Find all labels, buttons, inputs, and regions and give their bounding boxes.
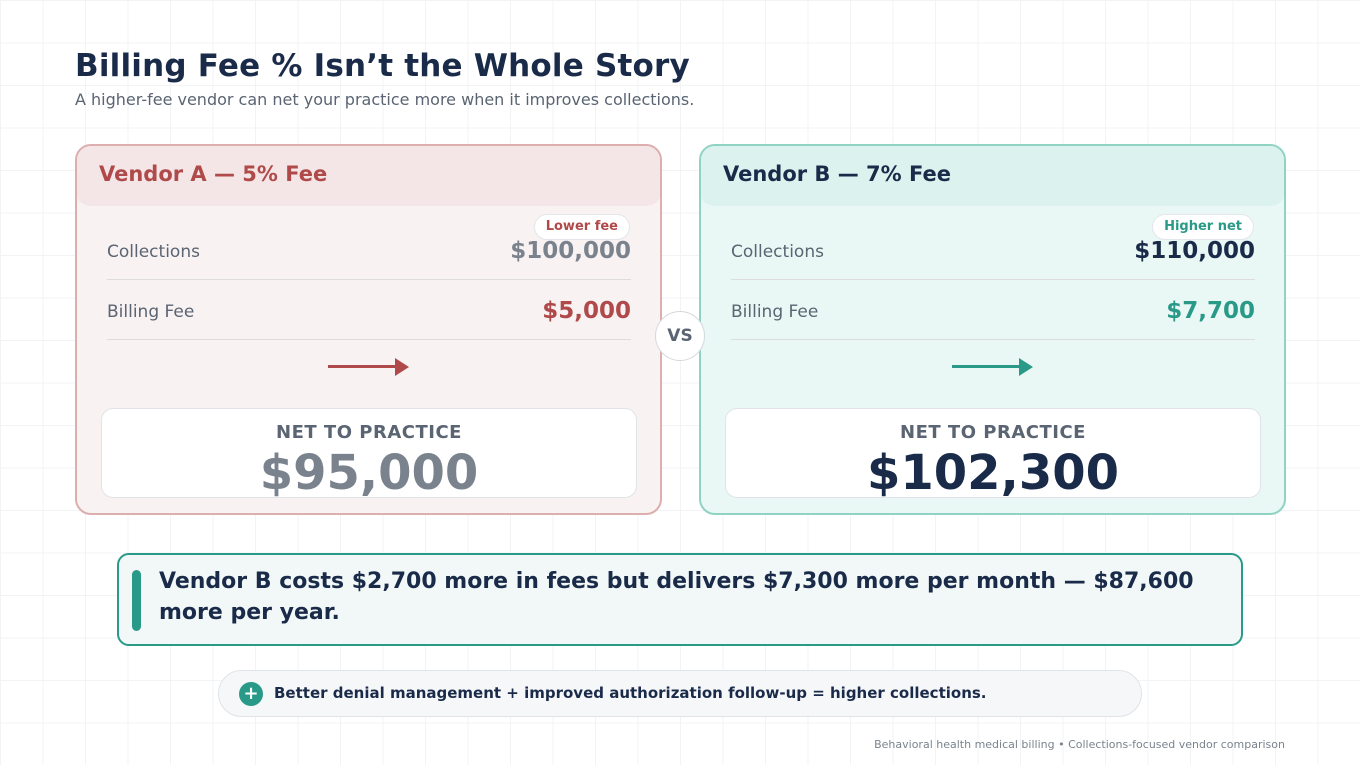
vs-badge: VS	[655, 311, 705, 361]
vendor-a-badge: Lower fee	[533, 214, 630, 240]
summary-callout: Vendor B costs $2,700 more in fees but d…	[117, 553, 1243, 646]
vendor-a-net-label: NET TO PRACTICE	[276, 422, 462, 443]
vendor-b-net-box: NET TO PRACTICE $102,300	[725, 408, 1261, 501]
tip-text: Better denial management + improved auth…	[274, 684, 987, 702]
vendor-a-collections-label: Collections	[107, 242, 200, 262]
vendor-b-title: Vendor B — 7% Fee	[723, 162, 951, 186]
page-title: Billing Fee % Isn’t the Whole Story	[75, 48, 690, 84]
arrow-right-icon	[328, 356, 410, 378]
vendor-a-title: Vendor A — 5% Fee	[99, 162, 328, 186]
vendor-a-collections-row: Collections $100,000	[107, 220, 631, 280]
vendor-b-collections-row: Collections $110,000	[731, 220, 1255, 280]
vendor-b-net-value: $102,300	[866, 445, 1120, 501]
page-subtitle: A higher-fee vendor can net your practic…	[75, 90, 695, 109]
vendor-a-header: Vendor A — 5% Fee	[77, 146, 660, 206]
vendor-b-header: Vendor B — 7% Fee	[701, 146, 1284, 206]
tip-pill: + Better denial management + improved au…	[218, 670, 1142, 717]
vendor-a-collections-value: $100,000	[510, 238, 631, 264]
vendor-b-fee-label: Billing Fee	[731, 302, 819, 322]
vendor-a-fee-label: Billing Fee	[107, 302, 195, 322]
footer-note: Behavioral health medical billing • Coll…	[874, 738, 1285, 751]
vendor-a-fee-value: $5,000	[542, 298, 631, 324]
vendor-a-card: Vendor A — 5% Fee Lower fee Collections …	[75, 144, 662, 515]
summary-accent-bar	[132, 570, 141, 631]
vendor-b-fee-value: $7,700	[1166, 298, 1255, 324]
vendor-a-fee-row: Billing Fee $5,000	[107, 280, 631, 340]
plus-icon: +	[239, 682, 263, 706]
vendor-a-net-box: NET TO PRACTICE $95,000	[101, 408, 637, 501]
vendor-b-fee-row: Billing Fee $7,700	[731, 280, 1255, 340]
vendor-a-net-value: $95,000	[259, 445, 479, 501]
arrow-right-icon	[952, 356, 1034, 378]
summary-text: Vendor B costs $2,700 more in fees but d…	[159, 569, 1194, 625]
vendor-b-collections-label: Collections	[731, 242, 824, 262]
vendor-b-collections-value: $110,000	[1134, 238, 1255, 264]
vendor-b-badge: Higher net	[1152, 214, 1254, 240]
vendor-b-net-label: NET TO PRACTICE	[900, 422, 1086, 443]
vendor-b-card: Vendor B — 7% Fee Higher net Collections…	[699, 144, 1286, 515]
